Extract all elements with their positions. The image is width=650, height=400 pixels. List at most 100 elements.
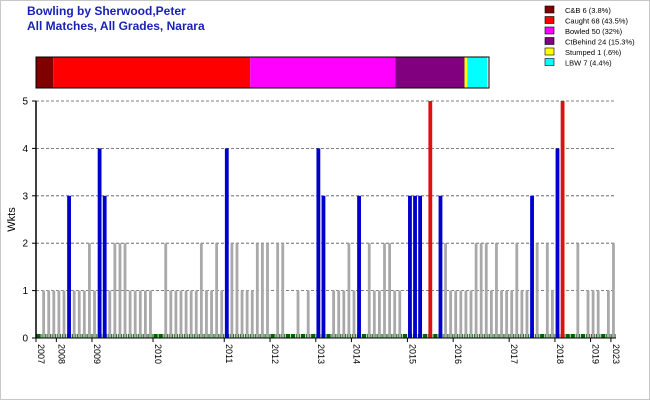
y-tick-label: 2 xyxy=(22,239,28,250)
wickets-bar xyxy=(530,195,534,338)
legend-label: LBW 7 (4.4%) xyxy=(565,59,612,68)
wickets-bar xyxy=(235,243,239,338)
wickets-bar xyxy=(164,243,168,338)
x-tick-label: 2008 xyxy=(56,344,66,364)
wickets-bar xyxy=(57,290,61,338)
wickets-bar xyxy=(62,290,66,338)
wickets-bar xyxy=(479,243,483,338)
match-base-marker xyxy=(270,334,275,338)
wickets-bar xyxy=(612,243,615,338)
legend-swatch xyxy=(544,37,555,45)
wickets-bar xyxy=(560,101,565,338)
wickets-bar xyxy=(342,290,346,338)
match-base-marker xyxy=(300,334,306,338)
x-tick-label: 2007 xyxy=(36,344,46,364)
x-tick-label: 2011 xyxy=(224,344,234,363)
dismissal-segment xyxy=(36,57,54,88)
wickets-bar xyxy=(367,243,371,338)
dismissal-segment xyxy=(250,57,396,88)
wickets-bar xyxy=(118,243,122,338)
wickets-bar xyxy=(586,290,590,338)
wickets-bar xyxy=(230,243,234,338)
wickets-bar xyxy=(67,195,71,338)
x-tick-label: 2018 xyxy=(555,344,565,364)
wickets-bar xyxy=(408,195,412,338)
wickets-bar xyxy=(133,290,137,338)
wickets-bar xyxy=(576,243,580,338)
y-tick-label: 0 xyxy=(22,334,28,345)
wickets-bar xyxy=(220,290,224,338)
chart-subtitle: All Matches, All Grades, Narara xyxy=(27,19,205,33)
wickets-bar xyxy=(500,290,503,338)
match-base-marker xyxy=(433,334,438,338)
wickets-bar xyxy=(515,243,519,338)
match-base-marker xyxy=(153,334,158,338)
wickets-bar xyxy=(123,243,127,338)
wickets-bar xyxy=(42,290,46,338)
wickets-bar xyxy=(266,243,269,338)
wickets-bar xyxy=(316,148,321,338)
wickets-bar xyxy=(352,290,356,338)
wickets-bar xyxy=(383,243,386,338)
wickets-bar xyxy=(555,148,560,338)
wickets-bar xyxy=(113,243,117,338)
wickets-bar xyxy=(281,243,285,338)
wickets-bar xyxy=(52,290,56,338)
match-base-marker xyxy=(158,334,163,338)
wickets-bar xyxy=(321,195,326,338)
match-base-marker xyxy=(362,334,367,338)
wickets-bar xyxy=(250,290,254,338)
match-base-marker xyxy=(423,334,428,338)
legend-label: Bowled 50 (32%) xyxy=(565,27,623,36)
wickets-bar xyxy=(72,290,76,338)
wickets-bar xyxy=(169,290,173,338)
wickets-bar xyxy=(255,243,259,338)
legend-label: C&B 6 (3.8%) xyxy=(565,6,611,15)
x-tick-label: 2014 xyxy=(351,344,361,364)
wickets-bar xyxy=(372,290,376,338)
wickets-bar xyxy=(224,148,229,338)
wickets-bar xyxy=(449,290,453,338)
x-tick-label: 2017 xyxy=(509,344,519,364)
wickets-bar xyxy=(47,290,51,338)
legend-label: Stumped 1 (.6%) xyxy=(565,48,622,57)
legend-swatch xyxy=(544,5,555,14)
match-base-marker xyxy=(285,334,290,338)
wickets-bar xyxy=(388,243,391,338)
y-tick-label: 4 xyxy=(22,144,28,155)
wickets-bar xyxy=(128,290,132,338)
match-base-marker xyxy=(540,334,545,338)
wickets-bar xyxy=(82,290,86,338)
wickets-bar xyxy=(210,290,213,338)
wickets-bar xyxy=(337,290,341,338)
wickets-bar xyxy=(194,290,198,338)
x-tick-label: 2013 xyxy=(316,344,326,364)
legend-swatch xyxy=(544,47,555,56)
wickets-bar xyxy=(77,290,81,338)
wickets-bar xyxy=(545,243,549,338)
dismissal-bar-border xyxy=(35,56,490,89)
wickets-bar xyxy=(306,290,310,338)
wickets-bar xyxy=(428,101,433,338)
legend-label: Caught 68 (43.5%) xyxy=(565,17,628,26)
legend-label: CtBehind 24 (15.3%) xyxy=(565,38,635,47)
wickets-bar xyxy=(108,290,112,338)
y-tick-label: 3 xyxy=(22,191,28,202)
match-base-marker xyxy=(36,334,41,338)
x-tick-label: 2012 xyxy=(270,344,280,364)
wickets-bar xyxy=(469,290,473,338)
dismissal-segment xyxy=(53,57,251,88)
wickets-bar xyxy=(332,290,336,338)
wickets-bar xyxy=(438,195,443,338)
dismissal-segment xyxy=(467,57,488,88)
legend-swatch xyxy=(544,58,555,66)
wickets-bar xyxy=(215,243,219,338)
wickets-bar xyxy=(454,290,458,338)
wickets-bar xyxy=(398,290,402,338)
wickets-bar xyxy=(143,290,147,338)
x-tick-label: 2015 xyxy=(407,344,417,364)
wickets-bar xyxy=(138,290,142,338)
dismissal-segment xyxy=(464,57,468,88)
dismissal-segment xyxy=(395,57,465,88)
wickets-bar xyxy=(525,290,529,338)
